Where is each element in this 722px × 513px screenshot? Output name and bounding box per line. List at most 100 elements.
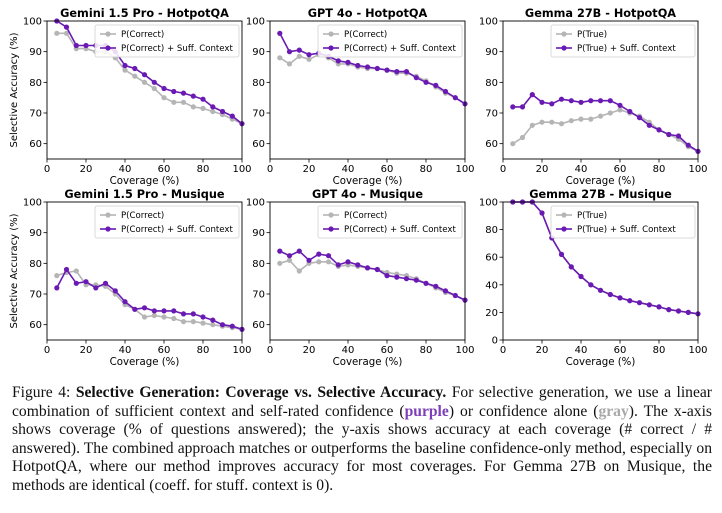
legend-swatch-marker [328,226,334,232]
legend-swatch-marker [561,212,567,218]
data-point [306,56,312,62]
data-point [529,122,535,128]
y-tick-label: 90 [252,47,265,58]
y-tick-label: 80 [29,78,42,89]
data-point [675,133,682,139]
legend-label: P(Correct) + Suff. Context [121,44,233,54]
data-point [685,142,691,148]
data-point [296,47,302,53]
data-point [423,280,429,286]
data-point [141,79,148,85]
series-line [279,259,466,301]
y-tick-label: 70 [252,109,265,120]
y-tick-label: 100 [23,198,42,209]
data-point [578,273,584,280]
data-point [180,90,187,96]
data-point [171,315,177,322]
legend-label: P(Correct) [121,211,164,221]
data-point [558,96,565,102]
data-point [588,116,594,122]
data-point [54,285,60,291]
legend-swatch-marker [561,31,567,37]
data-point [151,85,157,92]
x-tick-label: 40 [575,164,588,175]
legend-label: P(Correct) + Suff. Context [344,44,456,54]
legend-box [94,205,240,239]
y-tick-label: 80 [485,78,498,89]
data-point [200,320,206,326]
data-point [200,96,206,102]
legend-label: P(Correct) [121,30,164,40]
x-tick-label: 80 [653,164,666,175]
y-tick-label: 90 [485,47,498,58]
y-tick-label: 100 [23,17,42,28]
data-point [190,104,196,110]
data-point [54,273,60,279]
plot-frame [46,201,243,341]
legend-label: P(True) + Suff. Context [577,225,676,235]
data-point [229,113,235,119]
x-tick-label: 60 [158,164,171,175]
data-point [102,280,109,286]
chart-title: Gemini 1.5 Pro - HotpotQA [60,7,229,20]
chart-title: Gemini 1.5 Pro - Musique [64,188,225,201]
y-axis-label: Selective Accuracy (%) [9,32,20,147]
data-point [403,69,410,75]
data-point [597,287,604,293]
data-point [141,314,148,320]
data-point [355,262,361,268]
plot-frame [502,20,699,160]
data-point [597,98,604,104]
x-tick-label: 100 [688,345,707,356]
caption-text-3: ). The x-axis shows coverage (% of quest… [12,402,712,494]
y-tick-label: 70 [485,109,498,120]
data-point [442,288,449,294]
x-tick-label: 20 [80,164,93,175]
data-point [316,259,322,265]
chart-panel: GPT 4o - HotpotQA 0 20 40 60 80 100 60 70 80 90 100… [246,7,475,187]
x-axis-label: Coverage (%) [566,176,636,187]
chart-panel: Gemini 1.5 Pro - HotpotQA 0 20 40 60 80 100 60 7… [9,7,252,187]
data-point [73,268,79,274]
data-point [617,295,623,301]
data-point [306,257,312,263]
data-point [627,108,633,115]
chart-title: Gemma 27B - HotpotQA [525,7,676,20]
data-point [54,30,60,36]
series-line [279,53,466,105]
y-tick-label: 100 [246,198,265,209]
data-point [286,257,293,263]
data-point [83,279,89,285]
chart-panel: GPT 4o - Musique 0 20 40 60 80 100 60 70 80 90 100 C… [246,188,475,368]
x-tick-label: 40 [119,345,132,356]
data-point [568,118,574,124]
data-point [413,277,419,283]
data-point [452,292,458,299]
data-point [63,30,70,36]
data-point [588,98,594,104]
data-point [229,323,235,329]
data-point [63,24,70,30]
data-point [666,131,672,138]
x-tick-label: 100 [232,345,251,356]
legend-label: P(Correct) [344,30,387,40]
data-point [325,253,332,259]
y-tick-label: 60 [485,139,498,150]
data-point [277,30,283,36]
x-tick-label: 60 [381,164,394,175]
x-tick-label: 0 [500,164,506,175]
data-point [210,108,216,115]
x-tick-label: 20 [303,164,316,175]
y-tick-label: 80 [252,259,265,270]
y-tick-label: 70 [29,109,42,120]
data-point [306,52,312,58]
y-tick-label: 60 [485,253,498,264]
data-point [529,92,535,98]
data-point [617,102,623,108]
data-point [286,61,293,67]
data-point [141,72,148,78]
figure-caption: Figure 4: Selective Generation: Coverage… [12,384,712,496]
data-point [588,282,594,288]
data-point [646,302,652,308]
chart-panel: Gemini 1.5 Pro - Musique 0 20 40 60 80 100 60 70… [9,188,252,368]
